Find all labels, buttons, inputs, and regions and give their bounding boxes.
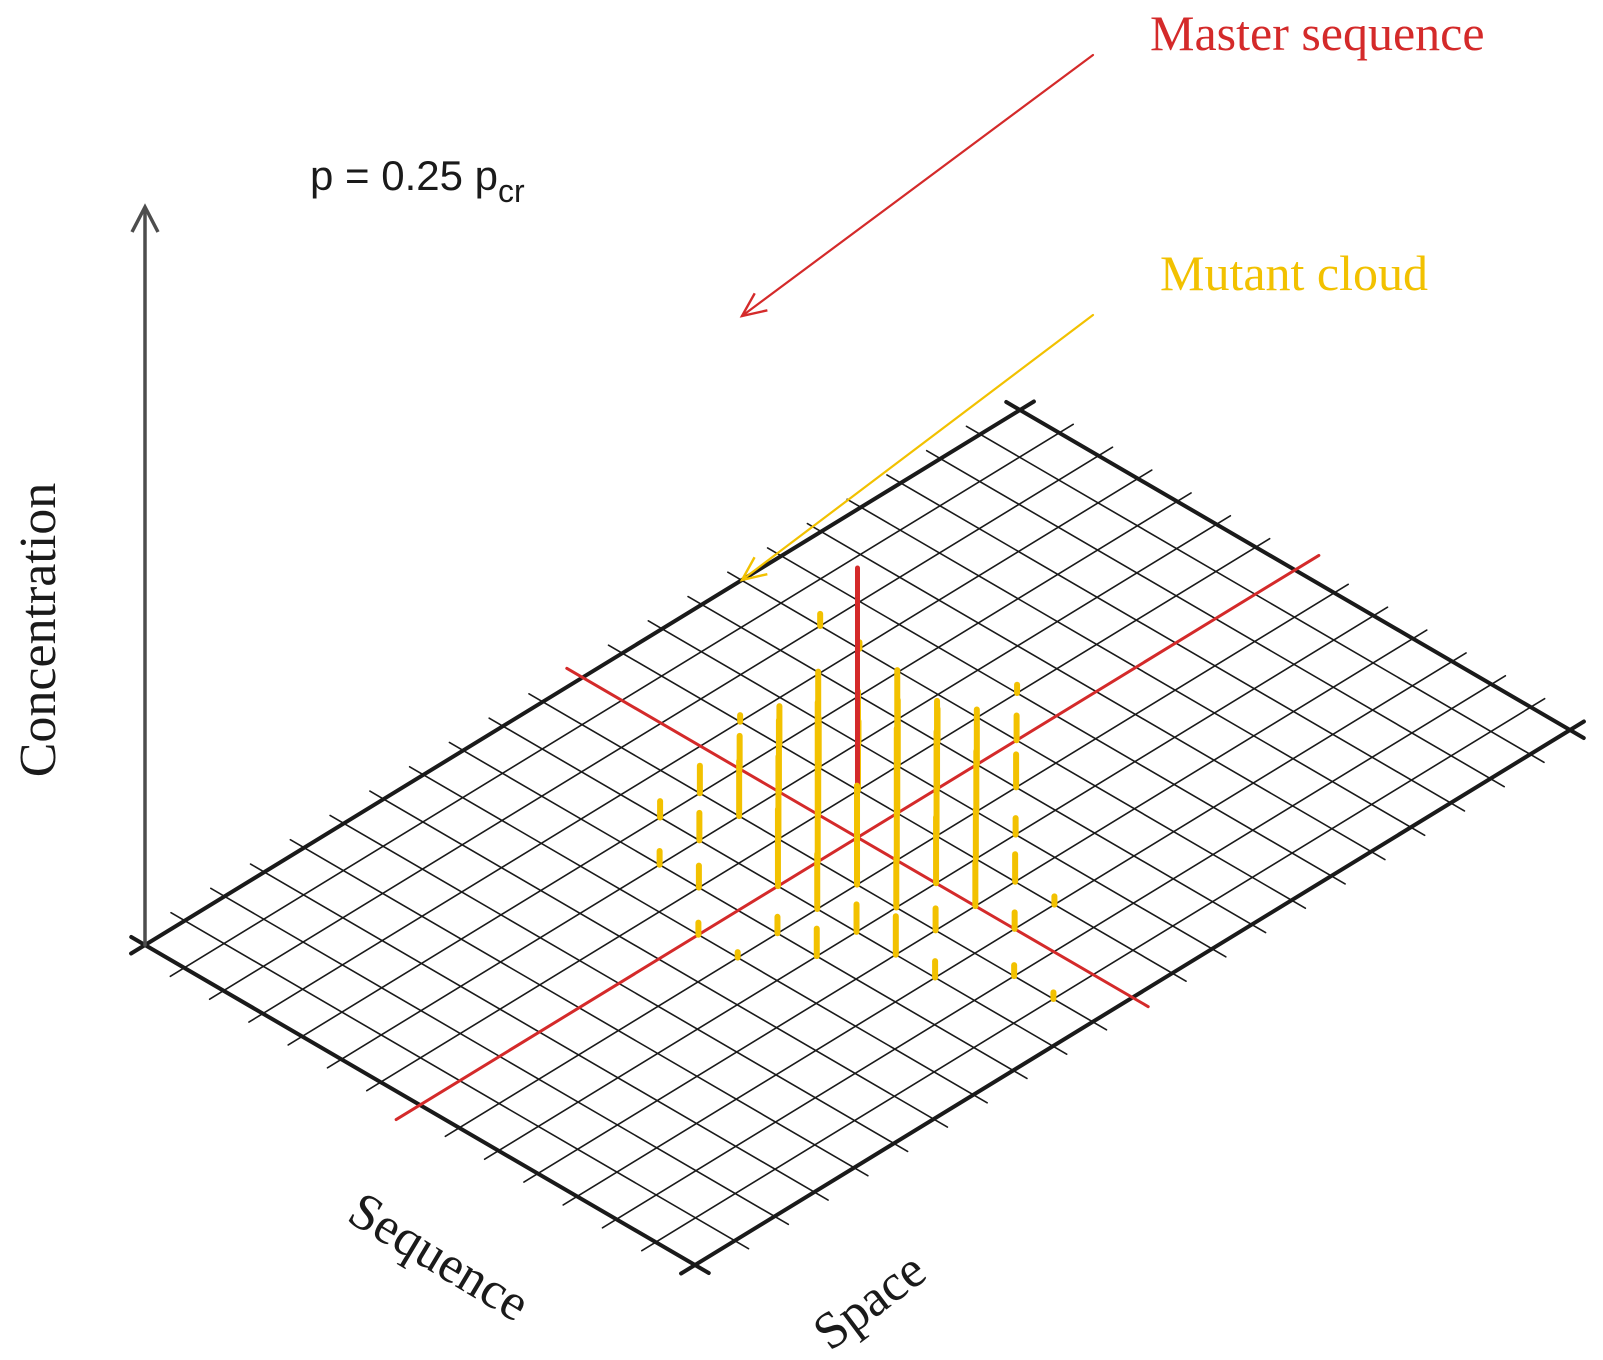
annotation-arrows bbox=[739, 53, 1095, 582]
concentration-bars bbox=[656, 565, 1058, 1002]
concentration-axis-label: Concentration bbox=[10, 483, 67, 778]
mutant-cloud-arrow-line bbox=[740, 313, 1095, 582]
master-sequence-label: Master sequence bbox=[1150, 5, 1485, 61]
master-sequence-arrow-line bbox=[740, 53, 1095, 318]
error-rate-label: p = 0.25 pcr bbox=[310, 152, 525, 209]
space-axis-label: Space bbox=[803, 1241, 936, 1360]
error-rate-text: p = 0.25 p bbox=[310, 152, 498, 199]
master-sequence-arrow-head bbox=[739, 292, 768, 318]
error-rate-subscript: cr bbox=[498, 173, 525, 209]
mutant-cloud-label: Mutant cloud bbox=[1160, 245, 1428, 301]
mutant-cloud-arrow-head bbox=[739, 556, 768, 582]
concentration-axis bbox=[130, 203, 160, 947]
concentration-axis-arrowhead bbox=[130, 203, 160, 233]
sequence-axis-label: Sequence bbox=[339, 1181, 539, 1332]
